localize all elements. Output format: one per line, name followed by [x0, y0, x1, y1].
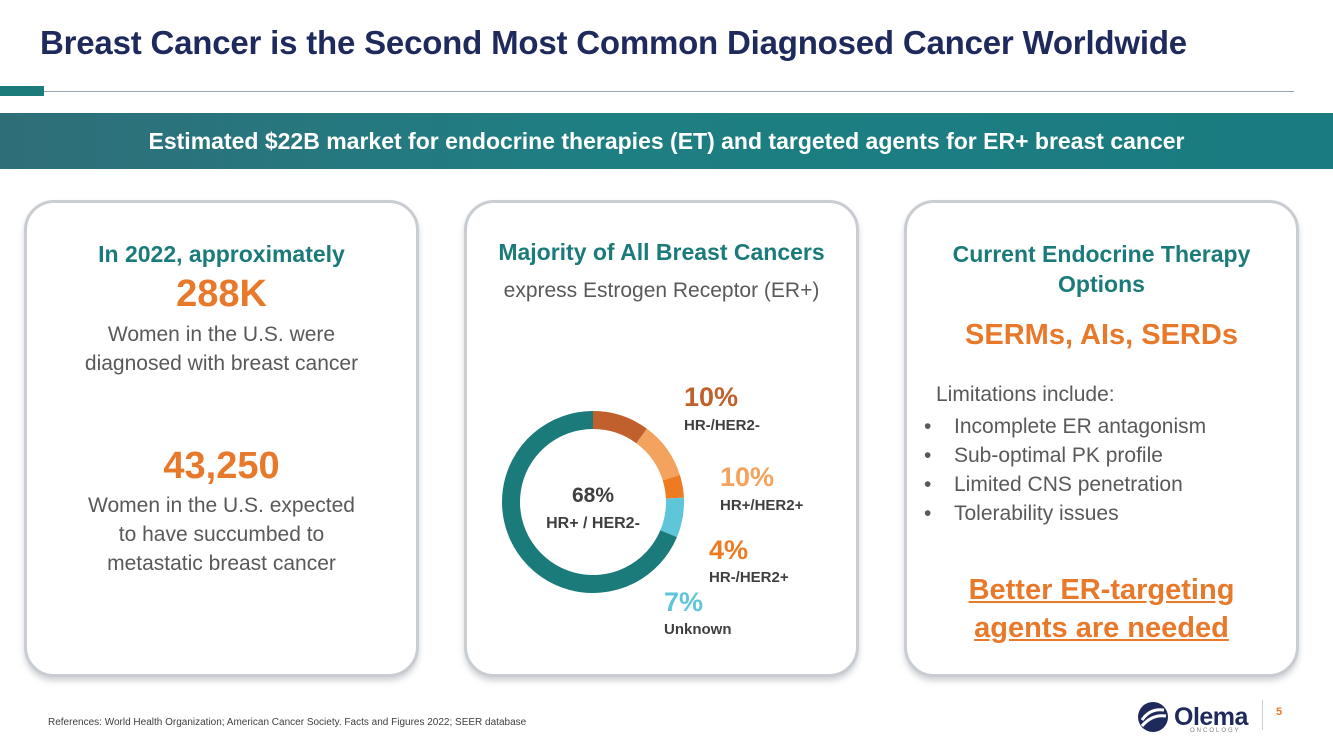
diagnosed-desc-line2: diagnosed with breast cancer: [84, 352, 359, 375]
slice-label-pct-hr-neg-her2-pos: 4%: [709, 535, 749, 565]
limitation-item: Incomplete ER antagonism: [922, 412, 1206, 441]
donut-center-value: 68%: [572, 484, 614, 507]
therapy-classes: SERMs, AIs, SERDs: [965, 319, 1238, 351]
limitations-label: Limitations include:: [936, 383, 1115, 406]
slice-label-hr-neg-her2-pos: HR-/HER2+: [709, 569, 789, 586]
donut-slice-unknown: [660, 497, 684, 538]
deaths-desc-line1: Women in the U.S. expected: [88, 494, 355, 517]
deaths-desc-line2: to have succumbed to: [118, 523, 325, 546]
donut-slice-hr-her2: [635, 428, 680, 481]
call-to-action-line2: agents are needed: [974, 612, 1229, 644]
donut-slice-hr-her2: [592, 411, 647, 444]
slice-label-pct-hr-neg-her2-neg: 10%: [684, 382, 739, 412]
chart-heading: Majority of All Breast Cancers: [498, 239, 825, 265]
deaths-desc-line3: metastatic breast cancer: [107, 552, 336, 575]
footer-divider: [1262, 700, 1263, 730]
olema-logo: Olema: [1136, 700, 1248, 734]
diagnosed-desc-line1: Women in the U.S. were: [107, 323, 336, 346]
market-banner-text: Estimated $22B market for endocrine ther…: [148, 127, 1185, 154]
limitation-item: Tolerability issues: [922, 499, 1206, 528]
donut-slice-hr-her2: [502, 411, 677, 593]
slice-label-hr-pos-her2-pos: HR+/HER2+: [720, 497, 804, 514]
therapy-heading-line2: Options: [1058, 271, 1145, 297]
subtype-donut-chart: 68% HR+ / HER2-: [502, 411, 684, 593]
incidence-heading: In 2022, approximately: [98, 241, 345, 267]
deaths-stat: 43,250: [163, 445, 280, 487]
therapy-options-card: Current Endocrine Therapy Options SERMs,…: [904, 200, 1299, 677]
page-number: 5: [1276, 706, 1283, 718]
limitation-item: Sub-optimal PK profile: [922, 441, 1206, 470]
donut-slice-hr-her2: [662, 474, 684, 499]
call-to-action-line1: Better ER-targeting: [968, 574, 1235, 606]
references: References: World Health Organization; A…: [48, 717, 527, 728]
slice-label-pct-unknown: 7%: [664, 587, 704, 617]
donut-center-label: HR+ / HER2-: [546, 515, 640, 532]
title-rule-line: [44, 91, 1294, 92]
market-banner: Estimated $22B market for endocrine ther…: [0, 113, 1333, 169]
er-chart-card: Majority of All Breast Cancers express E…: [464, 200, 859, 677]
slide-title: Breast Cancer is the Second Most Common …: [40, 24, 1187, 61]
slice-label-pct-hr-pos-her2-pos: 10%: [720, 462, 775, 492]
limitations-list: Incomplete ER antagonism Sub-optimal PK …: [922, 412, 1206, 528]
incidence-card: In 2022, approximately 288K Women in the…: [24, 200, 419, 677]
logo-text: Olema: [1174, 702, 1248, 731]
therapy-heading-line1: Current Endocrine Therapy: [952, 241, 1251, 267]
limitation-item: Limited CNS penetration: [922, 470, 1206, 499]
slice-label-hr-neg-her2-neg: HR-/HER2-: [684, 417, 760, 434]
title-rule-accent: [0, 86, 44, 96]
slice-label-unknown: Unknown: [664, 621, 732, 638]
diagnosed-stat: 288K: [176, 273, 267, 315]
olema-mark-icon: [1138, 702, 1168, 732]
logo-subtext: ONCOLOGY: [1190, 728, 1241, 734]
chart-subheading: express Estrogen Receptor (ER+): [503, 279, 820, 302]
